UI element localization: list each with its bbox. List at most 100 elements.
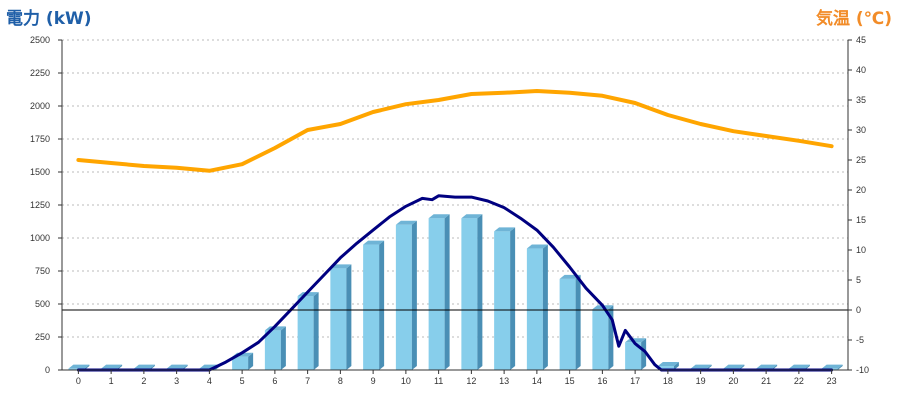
left-tick-label: 500	[35, 299, 50, 309]
right-tick-label: 35	[856, 95, 866, 105]
power-bar-side	[542, 244, 548, 370]
power-bar-side	[313, 292, 319, 370]
right-tick-label: 5	[856, 275, 861, 285]
power-bar	[657, 366, 674, 370]
power-bar-top	[330, 264, 352, 269]
power-line	[76, 194, 834, 372]
power-bar-side	[510, 227, 516, 370]
power-bar-side	[575, 274, 581, 370]
temperature-line	[76, 89, 834, 173]
power-bar-top	[788, 364, 810, 369]
power-bar-side	[248, 352, 254, 370]
left-axis-title: 電力 (kW)	[6, 9, 92, 29]
power-bar-side	[346, 264, 352, 370]
right-tick-label: 25	[856, 155, 866, 165]
power-bar-top	[428, 214, 450, 219]
right-tick-label: 10	[856, 245, 866, 255]
left-tick-label: 2000	[30, 101, 50, 111]
left-tick-label: 1750	[30, 134, 50, 144]
power-bar	[395, 224, 412, 370]
x-tick-label: 20	[728, 376, 738, 386]
power-bar-top	[657, 362, 679, 367]
power-bar	[494, 231, 511, 370]
power-bar	[68, 368, 85, 370]
left-tick-label: 250	[35, 332, 50, 342]
power-bar-top	[690, 364, 712, 369]
left-tick-label: 2250	[30, 68, 50, 78]
power-bar-side	[280, 326, 286, 370]
power-bar-side	[477, 214, 483, 370]
power-bar	[297, 296, 314, 370]
x-tick-label: 1	[109, 376, 114, 386]
power-bar-side	[411, 220, 417, 370]
x-tick-label: 22	[794, 376, 804, 386]
right-tick-label: 20	[856, 185, 866, 195]
left-tick-label: 1000	[30, 233, 50, 243]
x-tick-label: 12	[466, 376, 476, 386]
power-bar-top	[494, 227, 516, 232]
power-bar-top	[166, 364, 188, 369]
x-tick-label: 13	[499, 376, 509, 386]
x-tick-label: 2	[141, 376, 146, 386]
x-tick-label: 16	[597, 376, 607, 386]
power-bar-top	[821, 364, 843, 369]
power-bar	[526, 248, 543, 370]
x-tick-label: 10	[401, 376, 411, 386]
x-tick-label: 0	[76, 376, 81, 386]
right-tick-label: 40	[856, 65, 866, 75]
x-tick-label: 5	[240, 376, 245, 386]
x-tick-label: 19	[696, 376, 706, 386]
left-tick-label: 1500	[30, 167, 50, 177]
right-tick-label: -10	[856, 365, 869, 375]
power-bar	[330, 268, 347, 370]
x-tick-label: 18	[663, 376, 673, 386]
power-bar	[363, 244, 380, 370]
power-bar-side	[641, 338, 647, 370]
power-bar-side	[673, 362, 679, 370]
x-tick-label: 8	[338, 376, 343, 386]
power-bar-top	[756, 364, 778, 369]
power-bar-top	[526, 244, 548, 249]
x-tick-label: 23	[827, 376, 837, 386]
power-bar	[559, 278, 576, 370]
left-tick-label: 1250	[30, 200, 50, 210]
power-bar-top	[363, 240, 385, 245]
power-bar-top	[461, 214, 483, 219]
right-tick-label: 30	[856, 125, 866, 135]
x-tick-label: 4	[207, 376, 212, 386]
power-bar-top	[133, 364, 155, 369]
right-axis-title: 気温 (℃)	[815, 9, 892, 29]
x-tick-label: 6	[272, 376, 277, 386]
power-bar-top	[395, 220, 417, 225]
axes: 02505007501000125015001750200022502500-1…	[30, 35, 869, 386]
power-bar-top	[101, 364, 123, 369]
power-bar	[264, 330, 281, 370]
power-bars	[68, 214, 843, 370]
power-bar-side	[379, 240, 385, 370]
right-tick-label: 0	[856, 305, 861, 315]
right-tick-label: 15	[856, 215, 866, 225]
power-bar-side	[837, 364, 843, 370]
x-tick-label: 17	[630, 376, 640, 386]
power-bar-top	[723, 364, 745, 369]
right-tick-label: -5	[856, 335, 864, 345]
left-tick-label: 2500	[30, 35, 50, 45]
left-tick-label: 0	[45, 365, 50, 375]
x-tick-label: 9	[371, 376, 376, 386]
series-lines	[62, 89, 848, 372]
x-tick-label: 11	[434, 376, 443, 386]
power-bar	[232, 356, 249, 370]
x-tick-label: 15	[565, 376, 575, 386]
x-tick-label: 7	[305, 376, 310, 386]
x-tick-label: 14	[532, 376, 542, 386]
x-tick-label: 3	[174, 376, 179, 386]
right-tick-label: 45	[856, 35, 866, 45]
left-tick-label: 750	[35, 266, 50, 276]
power-bar-side	[444, 214, 450, 370]
power-bar	[461, 218, 478, 370]
grid-lines	[62, 39, 848, 338]
power-bar	[592, 309, 609, 370]
power-bar	[625, 342, 642, 370]
power-bar	[428, 218, 445, 370]
